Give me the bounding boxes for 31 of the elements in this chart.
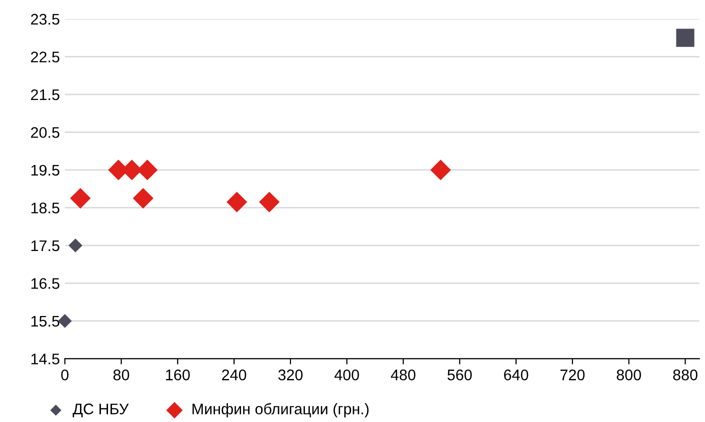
x-tick-label: 0 [61, 370, 69, 380]
y-tick-label: 14.5 [31, 354, 60, 364]
point [132, 188, 154, 209]
point [70, 188, 91, 209]
y-tick-label: 23.5 [31, 14, 60, 25]
legend-label: Минфин облигации (грн.) [192, 403, 369, 418]
x-tick-label: 720 [560, 370, 585, 380]
point [226, 192, 248, 212]
y-tick-label: 15.5 [31, 316, 60, 327]
y-tick-label: 19.5 [31, 164, 60, 176]
y-tick-label: 22.5 [31, 52, 60, 62]
x-tick-label: 160 [166, 370, 190, 380]
x-tick-label: 640 [504, 370, 528, 380]
point [430, 160, 451, 180]
y-tick-label: 21.5 [31, 89, 60, 100]
legend-label: ДС НБУ [72, 404, 129, 418]
x-tick-label: 400 [334, 370, 360, 380]
x-tick-label: 80 [113, 370, 130, 380]
x-tick-label: 480 [390, 370, 416, 380]
y-tick-label: 17.5 [31, 240, 60, 252]
x-tick-label: 240 [222, 370, 246, 380]
y-tick-label: 20.5 [31, 127, 60, 138]
x-tick-label: 560 [448, 370, 472, 380]
y-tick-label: 16.5 [31, 278, 60, 289]
x-tick-label: 800 [616, 370, 642, 380]
point [68, 238, 82, 252]
point [259, 192, 280, 212]
x-tick-label: 880 [673, 370, 698, 380]
point [676, 28, 694, 47]
y-tick-label: 18.5 [31, 202, 60, 214]
x-tick-label: 320 [278, 370, 303, 380]
